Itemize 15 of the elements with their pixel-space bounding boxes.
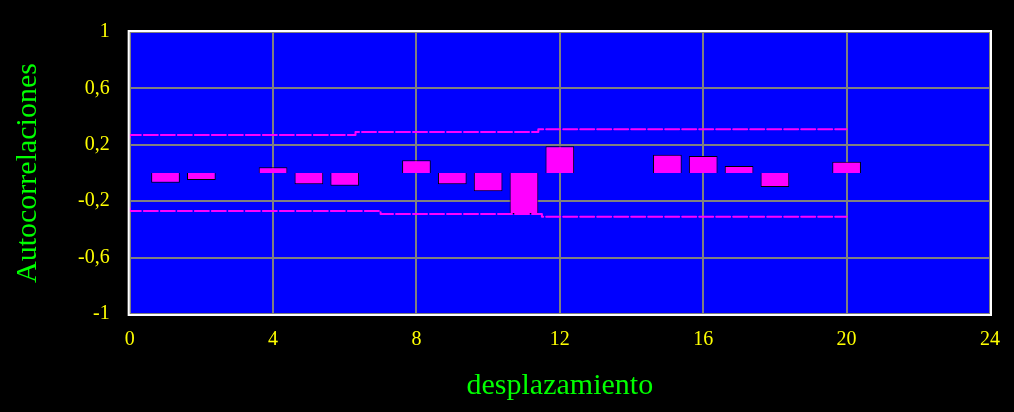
x-tick-label: 0 (124, 327, 135, 350)
x-tick-label: 8 (411, 327, 422, 350)
y-tick-label: -0,2 (77, 188, 110, 211)
y-tick-label: -0,6 (77, 244, 110, 267)
y-axis-title: Autocorrelaciones (8, 63, 42, 283)
x-tick-label: 16 (693, 327, 714, 350)
y-tick-label: 0,6 (84, 75, 110, 98)
y-tick-label: 0,2 (84, 132, 110, 155)
x-tick-label: 24 (980, 327, 1000, 350)
y-tick-label: 1 (99, 19, 110, 42)
y-tick-label: -1 (92, 301, 110, 324)
x-tick-label: 12 (549, 327, 570, 350)
x-axis-title: desplazamiento (466, 366, 654, 400)
x-tick-label: 4 (268, 327, 279, 350)
x-tick-label: 20 (836, 327, 857, 350)
